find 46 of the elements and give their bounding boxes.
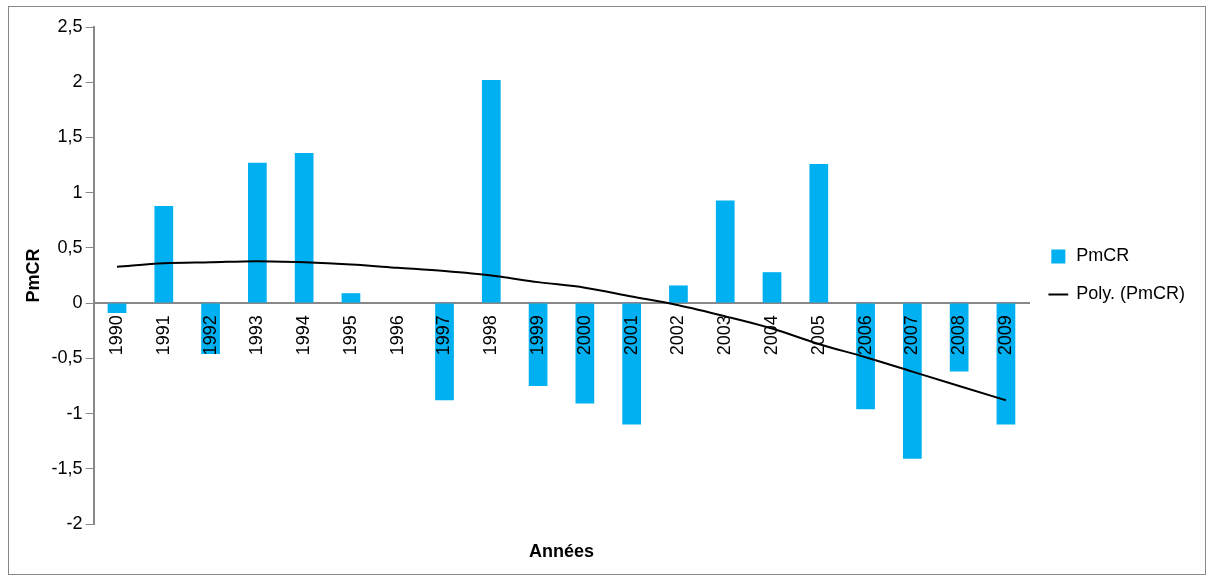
y-tick-label: -2 bbox=[66, 512, 83, 533]
y-tick-label: 1 bbox=[72, 181, 83, 202]
x-tick-label: 2008 bbox=[948, 315, 969, 356]
x-tick-label: 1996 bbox=[386, 315, 407, 356]
bar bbox=[762, 272, 782, 303]
x-tick-label: 1990 bbox=[105, 315, 126, 356]
x-tick-label: 1993 bbox=[246, 315, 267, 356]
y-tick-label: -1 bbox=[66, 402, 83, 423]
legend-label: PmCR bbox=[1076, 245, 1130, 266]
x-tick-label: 1998 bbox=[480, 315, 501, 356]
bar bbox=[809, 163, 829, 303]
y-tick-label: 0,5 bbox=[57, 236, 83, 257]
x-tick-label: 1995 bbox=[339, 315, 360, 356]
x-tick-label: 2007 bbox=[901, 315, 922, 356]
x-tick-label: 1994 bbox=[293, 315, 314, 356]
x-tick-label: 1992 bbox=[199, 315, 220, 356]
bar bbox=[903, 303, 922, 459]
x-tick-label: 2001 bbox=[620, 315, 641, 356]
y-tick-label: 1,5 bbox=[57, 126, 83, 147]
bar bbox=[107, 303, 127, 314]
y-axis-title: PmCR bbox=[22, 248, 43, 303]
x-tick-label: 1999 bbox=[527, 315, 548, 356]
x-tick-label: 2002 bbox=[667, 315, 688, 356]
x-tick-label: 1997 bbox=[433, 315, 454, 356]
y-tick-label: 0 bbox=[72, 292, 83, 313]
legend-label: Poly. (PmCR) bbox=[1076, 283, 1185, 304]
bar bbox=[341, 293, 361, 303]
bar bbox=[669, 285, 688, 303]
x-tick-label: 2006 bbox=[854, 315, 875, 356]
x-tick-label: 1991 bbox=[152, 315, 173, 356]
x-tick-label: 2005 bbox=[807, 315, 828, 356]
bar bbox=[481, 80, 501, 303]
x-tick-label: 2000 bbox=[573, 315, 594, 356]
y-tick-label: 2,5 bbox=[57, 15, 83, 36]
bar bbox=[154, 205, 174, 303]
x-tick-label: 2004 bbox=[760, 315, 781, 356]
x-axis-title: Années bbox=[528, 540, 594, 561]
bar bbox=[248, 162, 267, 303]
y-tick-label: -1,5 bbox=[51, 457, 83, 478]
bar bbox=[294, 152, 314, 303]
y-tick-label: -0,5 bbox=[51, 347, 83, 368]
x-tick-label: 2009 bbox=[994, 315, 1015, 356]
y-tick-label: 2 bbox=[72, 71, 83, 92]
bar bbox=[715, 200, 735, 303]
x-tick-label: 2003 bbox=[714, 315, 735, 356]
bar bbox=[622, 303, 642, 425]
